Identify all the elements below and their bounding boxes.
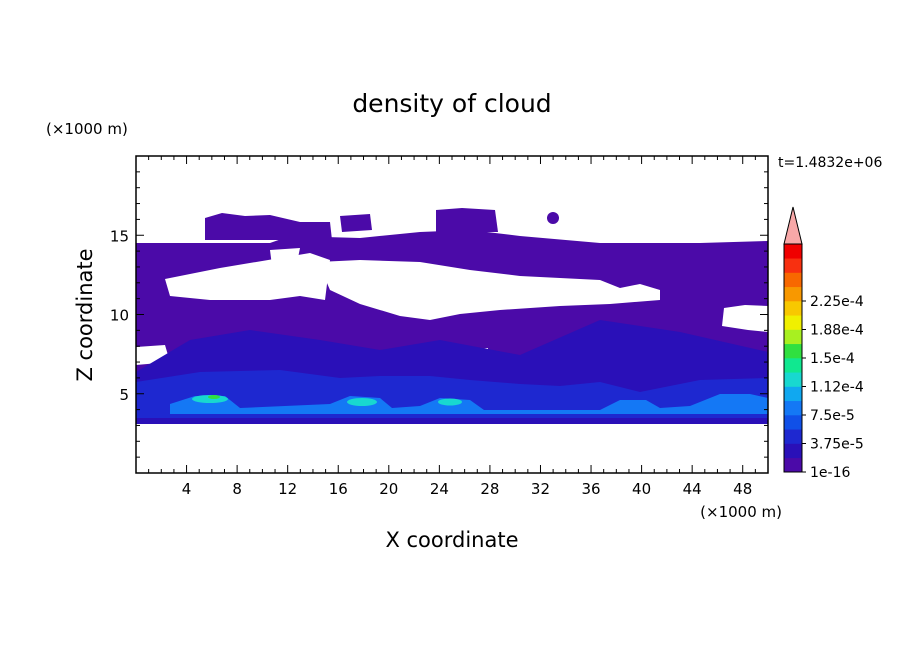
colorbar-segment	[784, 386, 802, 402]
y-tick-label: 10	[110, 307, 129, 325]
colorbar: 1e-16 3.75e-5 7.5e-5 1.12e-4 1.5e-4 1.88e-4 2.…	[783, 206, 864, 481]
colorbar-segment	[784, 415, 802, 430]
x-axis-label: X coordinate	[385, 528, 518, 552]
colorbar-segment	[784, 315, 802, 330]
band-peak	[192, 395, 462, 406]
colorbar-segment	[784, 400, 802, 416]
cloud-speck	[547, 212, 559, 224]
x-tick-label: 36	[581, 480, 600, 498]
colorbar-overflow-arrow	[783, 206, 803, 245]
band-max	[208, 395, 220, 399]
colorbar-label: 2.25e-4	[810, 294, 864, 310]
colorbar-label: 1e-16	[810, 465, 850, 481]
chart-title: density of cloud	[352, 89, 551, 118]
density-field	[136, 208, 768, 473]
colorbar-label: 7.5e-5	[810, 408, 855, 424]
x-tick-label: 44	[683, 480, 702, 498]
time-label: t=1.4832e+06	[778, 155, 882, 171]
colorbar-segment	[784, 272, 802, 288]
cloud-top-patch-center	[340, 214, 372, 232]
x-tick-label: 48	[733, 480, 752, 498]
band-high	[170, 394, 768, 414]
colorbar-label: 1.12e-4	[810, 380, 864, 396]
colorbar-segment	[784, 343, 802, 359]
colorbar-segment	[784, 329, 802, 345]
colorbar-label: 3.75e-5	[810, 437, 864, 453]
x-unit-label: (×1000 m)	[700, 503, 782, 521]
y-tick-label: 15	[110, 227, 129, 245]
x-tick-label: 24	[430, 480, 449, 498]
y-tick-label: 5	[119, 386, 129, 404]
colorbar-label: 1.5e-4	[810, 351, 855, 367]
x-tick-label: 4	[182, 480, 192, 498]
x-tick-label: 28	[480, 480, 499, 498]
colorbar-segment	[784, 286, 802, 302]
cloud-top-patch-left	[205, 213, 332, 240]
colorbar-segment	[784, 443, 802, 459]
x-tick-label: 40	[632, 480, 651, 498]
x-tick-label: 16	[329, 480, 348, 498]
x-tick-label: 32	[531, 480, 550, 498]
y-unit-label: (×1000 m)	[46, 120, 128, 138]
colorbar-segment	[784, 457, 802, 473]
x-tick-label: 20	[379, 480, 398, 498]
x-tick-label: 8	[232, 480, 242, 498]
cloud-top-patch-right	[436, 208, 498, 232]
x-tick-label: 12	[278, 480, 297, 498]
colorbar-segment	[784, 244, 802, 259]
y-axis-label: Z coordinate	[73, 248, 97, 381]
colorbar-segment	[784, 258, 802, 273]
colorbar-segment	[784, 301, 802, 316]
colorbar-label: 1.88e-4	[810, 323, 864, 339]
colorbar-segment	[784, 372, 802, 387]
colorbar-segment	[784, 429, 802, 444]
colorbar-segment	[784, 358, 802, 373]
